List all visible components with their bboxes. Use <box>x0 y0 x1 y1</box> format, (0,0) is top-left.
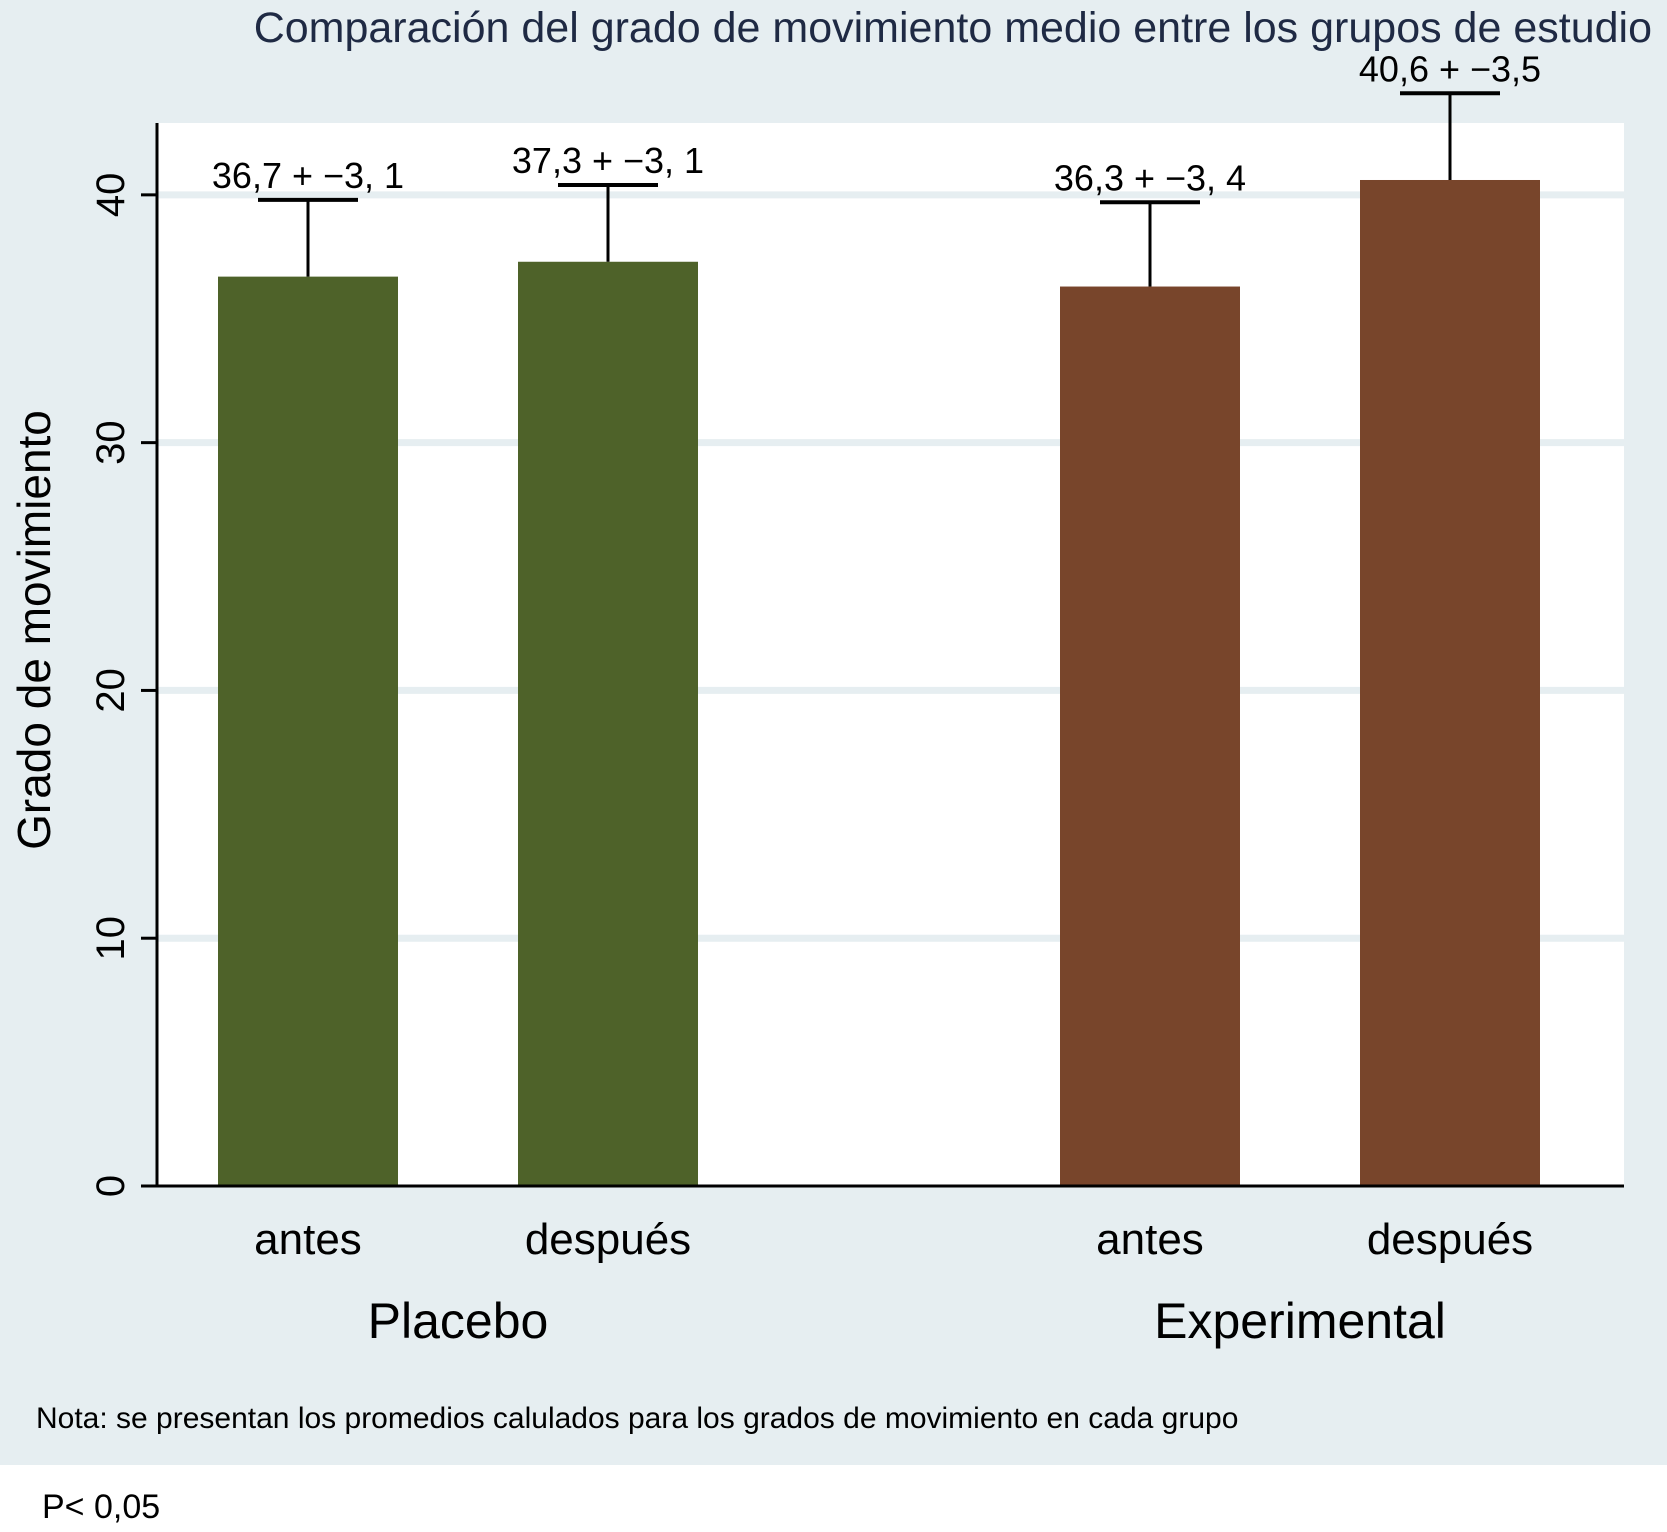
data-label: 37,3 + −3, 1 <box>512 140 704 181</box>
bar-chart: Comparación del grado de movimiento medi… <box>8 4 1652 1435</box>
y-tick-label: 30 <box>89 420 133 465</box>
bar <box>1060 286 1240 1186</box>
p-value-text: P< 0,05 <box>42 1488 161 1526</box>
chart-note: Nota: se presentan los promedios calulad… <box>36 1402 1238 1435</box>
chart-title: Comparación del grado de movimiento medi… <box>254 4 1652 52</box>
y-ticks: 0 10 20 30 40 <box>89 173 157 1197</box>
y-axis-title: Grado de movimiento <box>8 410 60 850</box>
bar <box>518 261 698 1187</box>
category-label: después <box>525 1215 691 1264</box>
y-tick-label: 10 <box>89 916 133 961</box>
data-label: 40,6 + −3,5 <box>1359 48 1541 89</box>
data-label: 36,7 + −3, 1 <box>212 155 404 196</box>
group-label: Experimental <box>1154 1293 1446 1349</box>
y-tick-label: 0 <box>89 1175 133 1197</box>
axes <box>155 123 1624 1188</box>
category-label: antes <box>1096 1215 1204 1264</box>
bar <box>218 276 398 1186</box>
bars: 36,7 + −3, 1 37,3 + −3, 1 36,3 + −3, 4 40,6… <box>212 48 1541 1187</box>
category-label: antes <box>254 1215 362 1264</box>
bar <box>1360 179 1540 1187</box>
y-tick-label: 20 <box>89 668 133 713</box>
category-label: después <box>1367 1215 1533 1264</box>
group-label: Placebo <box>368 1293 549 1349</box>
data-label: 36,3 + −3, 4 <box>1054 157 1246 198</box>
chart-panel: Comparación del grado de movimiento medi… <box>0 0 1667 1465</box>
y-tick-label: 40 <box>89 173 133 218</box>
